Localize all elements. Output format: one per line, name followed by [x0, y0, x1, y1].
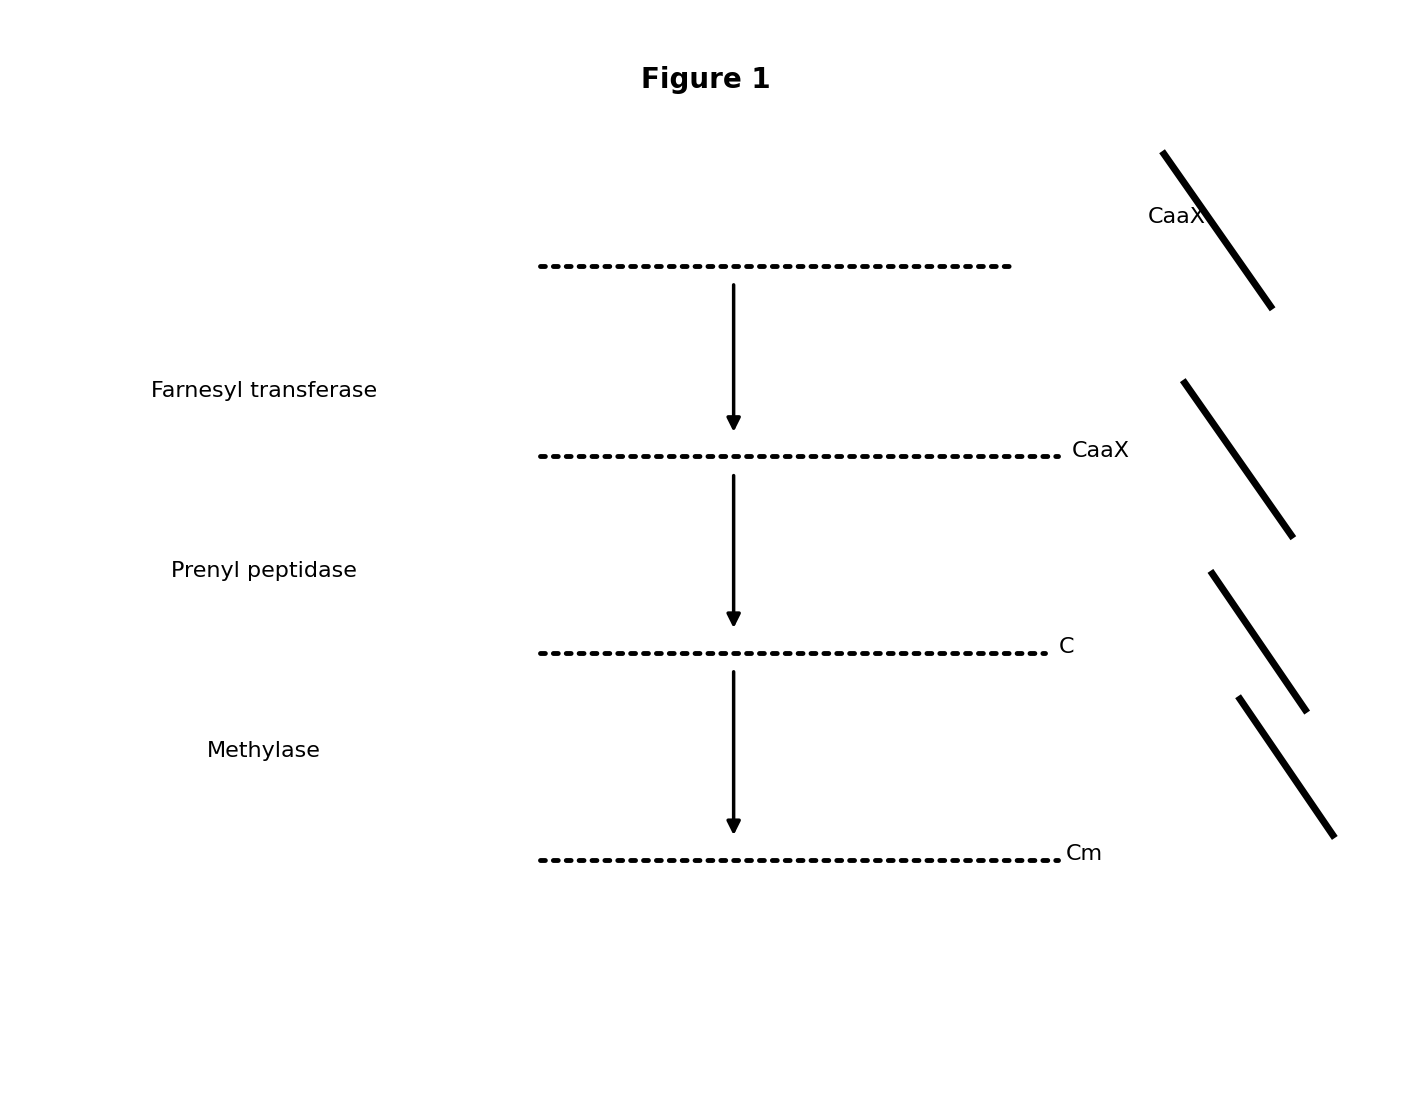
Text: Prenyl peptidase: Prenyl peptidase	[171, 561, 357, 581]
Text: CaaX: CaaX	[1072, 441, 1130, 461]
Text: C: C	[1059, 637, 1075, 657]
Text: Farnesyl transferase: Farnesyl transferase	[151, 381, 377, 401]
Text: Methylase: Methylase	[206, 740, 321, 760]
Text: Figure 1: Figure 1	[641, 66, 771, 94]
Text: Cm: Cm	[1065, 844, 1103, 865]
Text: CaaX: CaaX	[1148, 207, 1206, 226]
